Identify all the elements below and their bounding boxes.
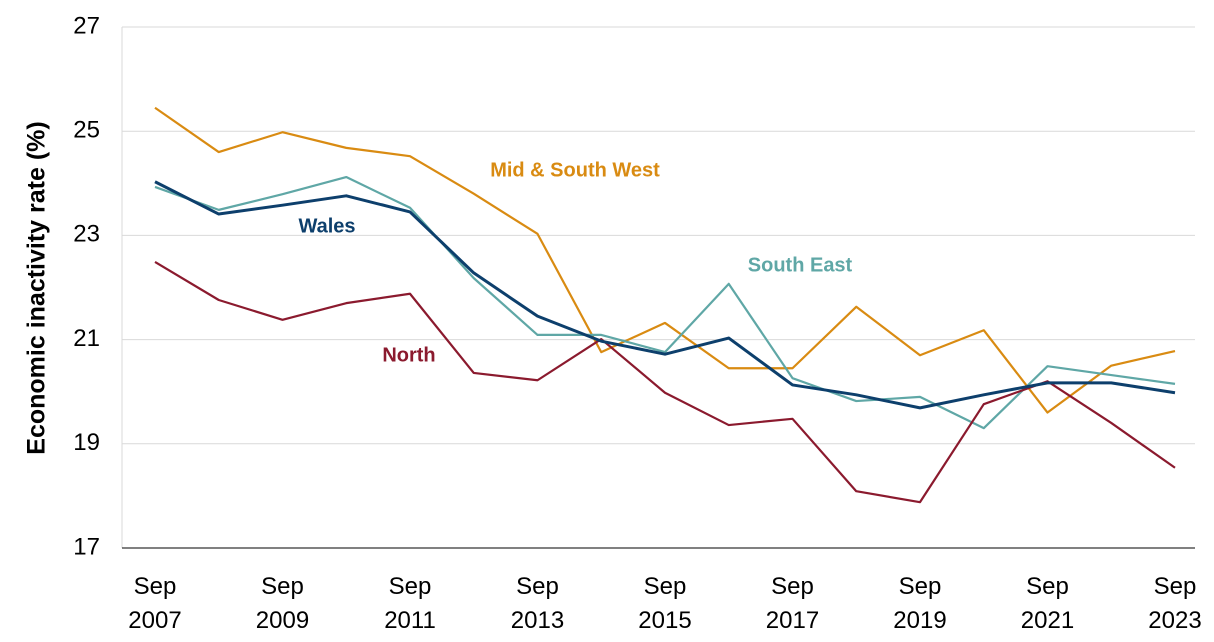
series-label: North <box>382 344 435 366</box>
y-tick-label: 25 <box>73 117 100 144</box>
y-tick-label: 27 <box>73 12 100 39</box>
x-tick-label: Sep 2011 <box>384 573 436 634</box>
x-tick-label: Sep 2007 <box>128 573 181 634</box>
x-tick-label: Sep 2015 <box>638 573 691 634</box>
y-axis-label: Economic inactivity rate (%) <box>23 121 51 454</box>
y-tick-label: 17 <box>73 533 100 560</box>
series-label: Wales <box>298 215 355 237</box>
x-tick-label: Sep 2017 <box>766 573 819 634</box>
x-tick-label: Sep 2013 <box>511 573 564 634</box>
series-label: South East <box>748 254 853 276</box>
y-tick-label: 19 <box>73 429 100 456</box>
series-line <box>154 180 1176 410</box>
y-tick-label: 21 <box>73 325 100 352</box>
x-tick-label: Sep 2023 <box>1148 573 1201 634</box>
series-line <box>154 261 1176 504</box>
x-tick-label: Sep 2009 <box>256 573 309 634</box>
series-line <box>154 106 1176 414</box>
x-tick-label: Sep 2019 <box>893 573 946 634</box>
series-label: Mid & South West <box>490 159 660 181</box>
x-tick-label: Sep 2021 <box>1021 573 1074 634</box>
series-line <box>154 175 1176 430</box>
y-tick-label: 23 <box>73 221 100 248</box>
